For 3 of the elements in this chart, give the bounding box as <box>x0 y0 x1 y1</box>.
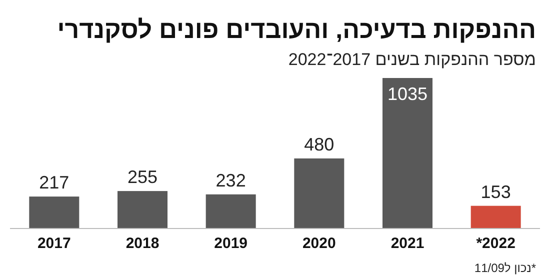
subtitle: מספר ההנפקות בשנים 2017־2022 <box>288 50 536 69</box>
title: ההנפקות בדעיכה, והעובדים פונים לסקנדרי <box>57 16 536 44</box>
annotation: *נכון ל11/09 <box>474 261 536 275</box>
